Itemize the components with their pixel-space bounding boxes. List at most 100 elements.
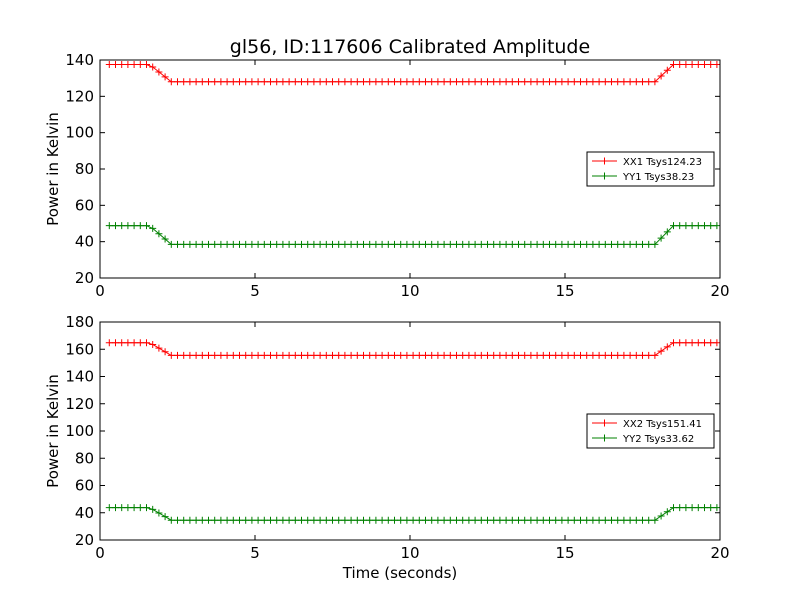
data-point [496, 351, 504, 359]
data-point [564, 516, 572, 524]
y-tick-label: 40 [75, 504, 94, 522]
data-point [459, 351, 467, 359]
data-point [502, 516, 510, 524]
data-point [657, 347, 665, 355]
data-point [682, 339, 690, 347]
data-point [155, 230, 163, 238]
x-tick-label: 0 [95, 544, 105, 562]
data-point [589, 240, 597, 248]
legend-label: YY1 Tsys38.23 [622, 172, 694, 183]
data-point [279, 240, 287, 248]
legend-label: XX1 Tsys124.23 [623, 157, 702, 168]
data-point [701, 339, 708, 347]
data-point [508, 240, 516, 248]
data-point [620, 516, 628, 524]
data-point [242, 240, 250, 248]
data-point [366, 240, 374, 248]
data-point [521, 78, 529, 86]
data-point [391, 351, 398, 359]
data-point [229, 351, 237, 359]
data-point [484, 516, 491, 524]
data-point [304, 351, 312, 359]
data-point [713, 222, 720, 230]
data-point [546, 240, 553, 248]
data-point [471, 516, 479, 524]
data-point [161, 235, 169, 243]
data-point [527, 351, 535, 359]
data-point [546, 516, 553, 524]
x-tick-label: 20 [710, 544, 729, 562]
data-point [546, 78, 553, 86]
data-point [304, 240, 312, 248]
data-point [198, 516, 206, 524]
data-point [112, 339, 119, 347]
y-tick-label: 160 [65, 340, 94, 358]
data-point [341, 516, 349, 524]
data-point [459, 240, 467, 248]
data-point [242, 516, 250, 524]
data-point [205, 240, 212, 248]
data-point [694, 504, 702, 512]
data-point [657, 512, 665, 520]
data-point [577, 516, 584, 524]
x-tick-label: 15 [555, 544, 574, 562]
data-point [167, 516, 175, 524]
data-point [608, 516, 615, 524]
data-point [136, 504, 144, 512]
data-point [440, 351, 448, 359]
data-point [694, 339, 702, 347]
data-point [403, 240, 411, 248]
data-point [614, 351, 622, 359]
data-point [670, 61, 677, 69]
data-point [496, 516, 504, 524]
data-point [428, 78, 436, 86]
data-point [434, 351, 442, 359]
data-point [428, 351, 436, 359]
data-point [626, 78, 634, 86]
data-point [533, 240, 541, 248]
data-point [322, 78, 330, 86]
data-point [415, 351, 423, 359]
y-tick-label: 20 [75, 269, 94, 287]
data-point [291, 240, 299, 248]
data-point [651, 78, 659, 86]
data-point [316, 351, 324, 359]
data-point [353, 78, 361, 86]
data-point [477, 78, 485, 86]
data-point [310, 240, 318, 248]
data-point [409, 240, 417, 248]
x-tick-label: 10 [400, 544, 419, 562]
data-point [570, 516, 578, 524]
data-point [577, 351, 584, 359]
data-point [564, 351, 572, 359]
data-point [236, 78, 243, 86]
data-point [539, 240, 547, 248]
data-point [149, 63, 157, 71]
data-point [558, 351, 566, 359]
data-point [564, 78, 572, 86]
data-point [192, 78, 200, 86]
data-point [701, 504, 708, 512]
y-tick-label: 100 [65, 422, 94, 440]
data-point [552, 78, 560, 86]
data-point [515, 516, 522, 524]
data-point [310, 516, 318, 524]
data-point [465, 78, 473, 86]
data-point [205, 78, 212, 86]
data-point [446, 240, 454, 248]
data-point [484, 351, 491, 359]
data-point [198, 351, 206, 359]
data-point [211, 78, 219, 86]
data-point [347, 240, 355, 248]
data-point [601, 516, 609, 524]
y-tick-label: 60 [75, 196, 94, 214]
data-point [130, 222, 138, 230]
data-point [248, 516, 256, 524]
data-point [273, 351, 281, 359]
legend: XX1 Tsys124.23 YY1 Tsys38.23 [586, 151, 715, 187]
data-point [260, 240, 268, 248]
data-point [632, 78, 640, 86]
data-point [298, 78, 305, 86]
data-point [273, 516, 281, 524]
data-point [570, 351, 578, 359]
